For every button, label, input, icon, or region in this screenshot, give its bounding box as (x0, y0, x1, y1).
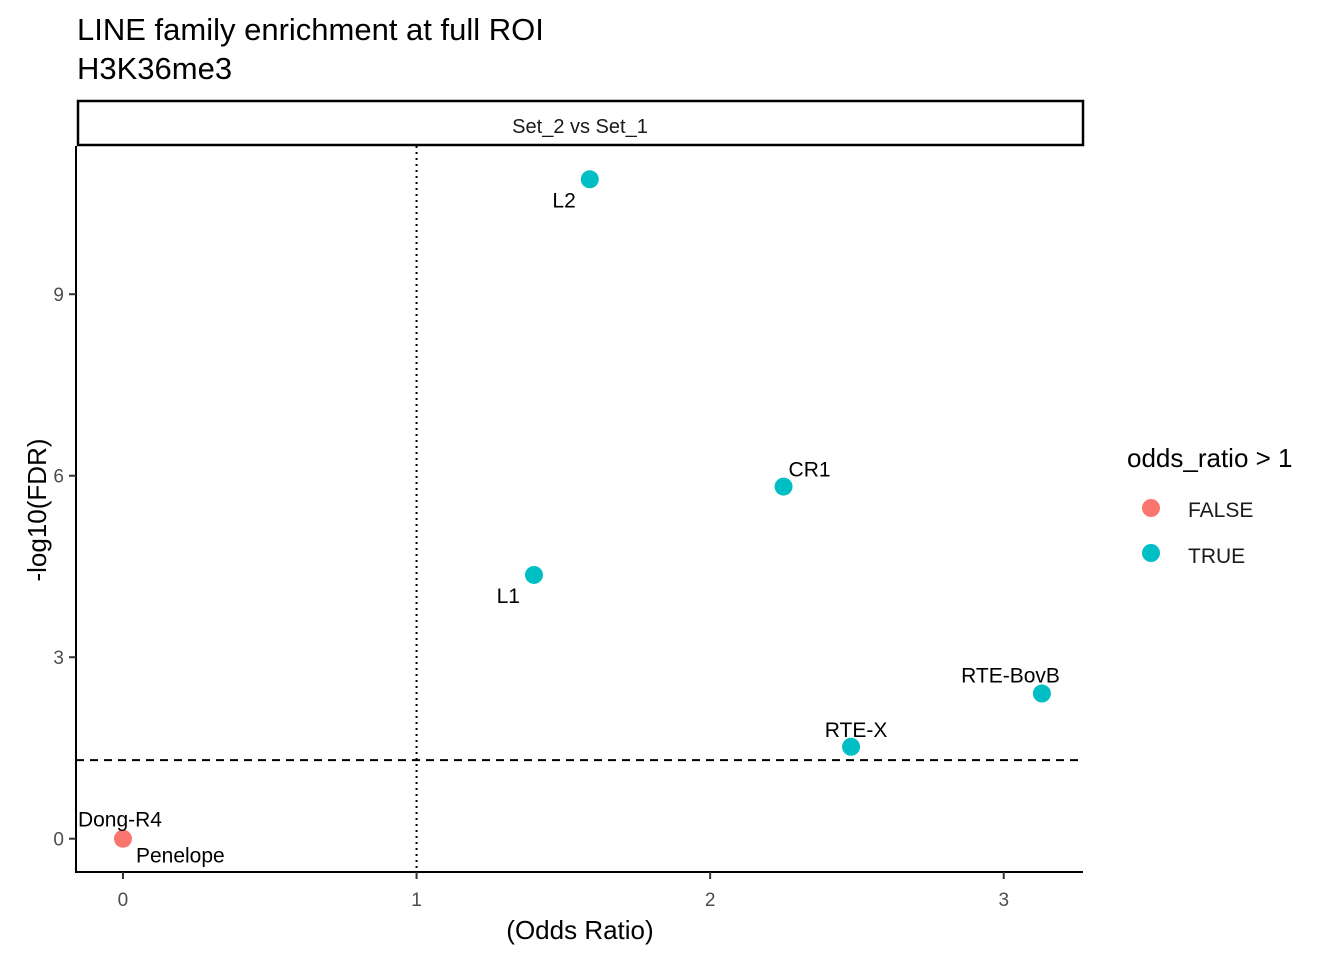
point-dong-r4 (113, 829, 132, 848)
point-label-l1: L1 (497, 585, 520, 608)
facet-strip (76, 99, 1085, 147)
facet-strip-label: Set_2 vs Set_1 (512, 116, 648, 138)
legend-title: odds_ratio > 1 (1127, 443, 1293, 473)
point-rte-x (842, 737, 861, 756)
x-tick-label-2: 2 (705, 890, 716, 911)
x-tick-label-0: 0 (118, 890, 129, 911)
x-axis-title: (Odds Ratio) (506, 915, 653, 945)
point-label-penelope: Penelope (136, 845, 225, 868)
y-tick-label-9: 9 (53, 285, 64, 306)
legend-label-false: FALSE (1188, 499, 1253, 522)
chart-title-line-2: H3K36me3 (77, 51, 232, 86)
x-tick-label-3: 3 (998, 890, 1009, 911)
point-l1 (524, 565, 543, 584)
x-tick-label-1: 1 (411, 890, 422, 911)
legend-label-true: TRUE (1188, 545, 1245, 568)
point-cr1 (774, 477, 793, 496)
point-label-l2: L2 (552, 189, 575, 212)
point-label-dong-r4: Dong-R4 (78, 809, 162, 832)
legend-key-true (1142, 544, 1160, 562)
point-label-rte-bovb: RTE-BovB (961, 665, 1060, 688)
y-tick-label-3: 3 (53, 648, 64, 669)
y-tick-label-0: 0 (53, 830, 64, 851)
legend-key-false (1142, 499, 1160, 517)
point-label-cr1: CR1 (789, 459, 831, 482)
chart-title-line-1: LINE family enrichment at full ROI (77, 12, 544, 47)
y-tick-label-6: 6 (53, 467, 64, 488)
legend: odds_ratio > 1 FALSE TRUE (1127, 443, 1293, 568)
point-l2 (580, 170, 599, 189)
point-rte-bovb (1032, 684, 1051, 703)
point-label-rte-x: RTE-X (825, 719, 888, 742)
y-axis-title: -log10(FDR) (22, 438, 52, 581)
